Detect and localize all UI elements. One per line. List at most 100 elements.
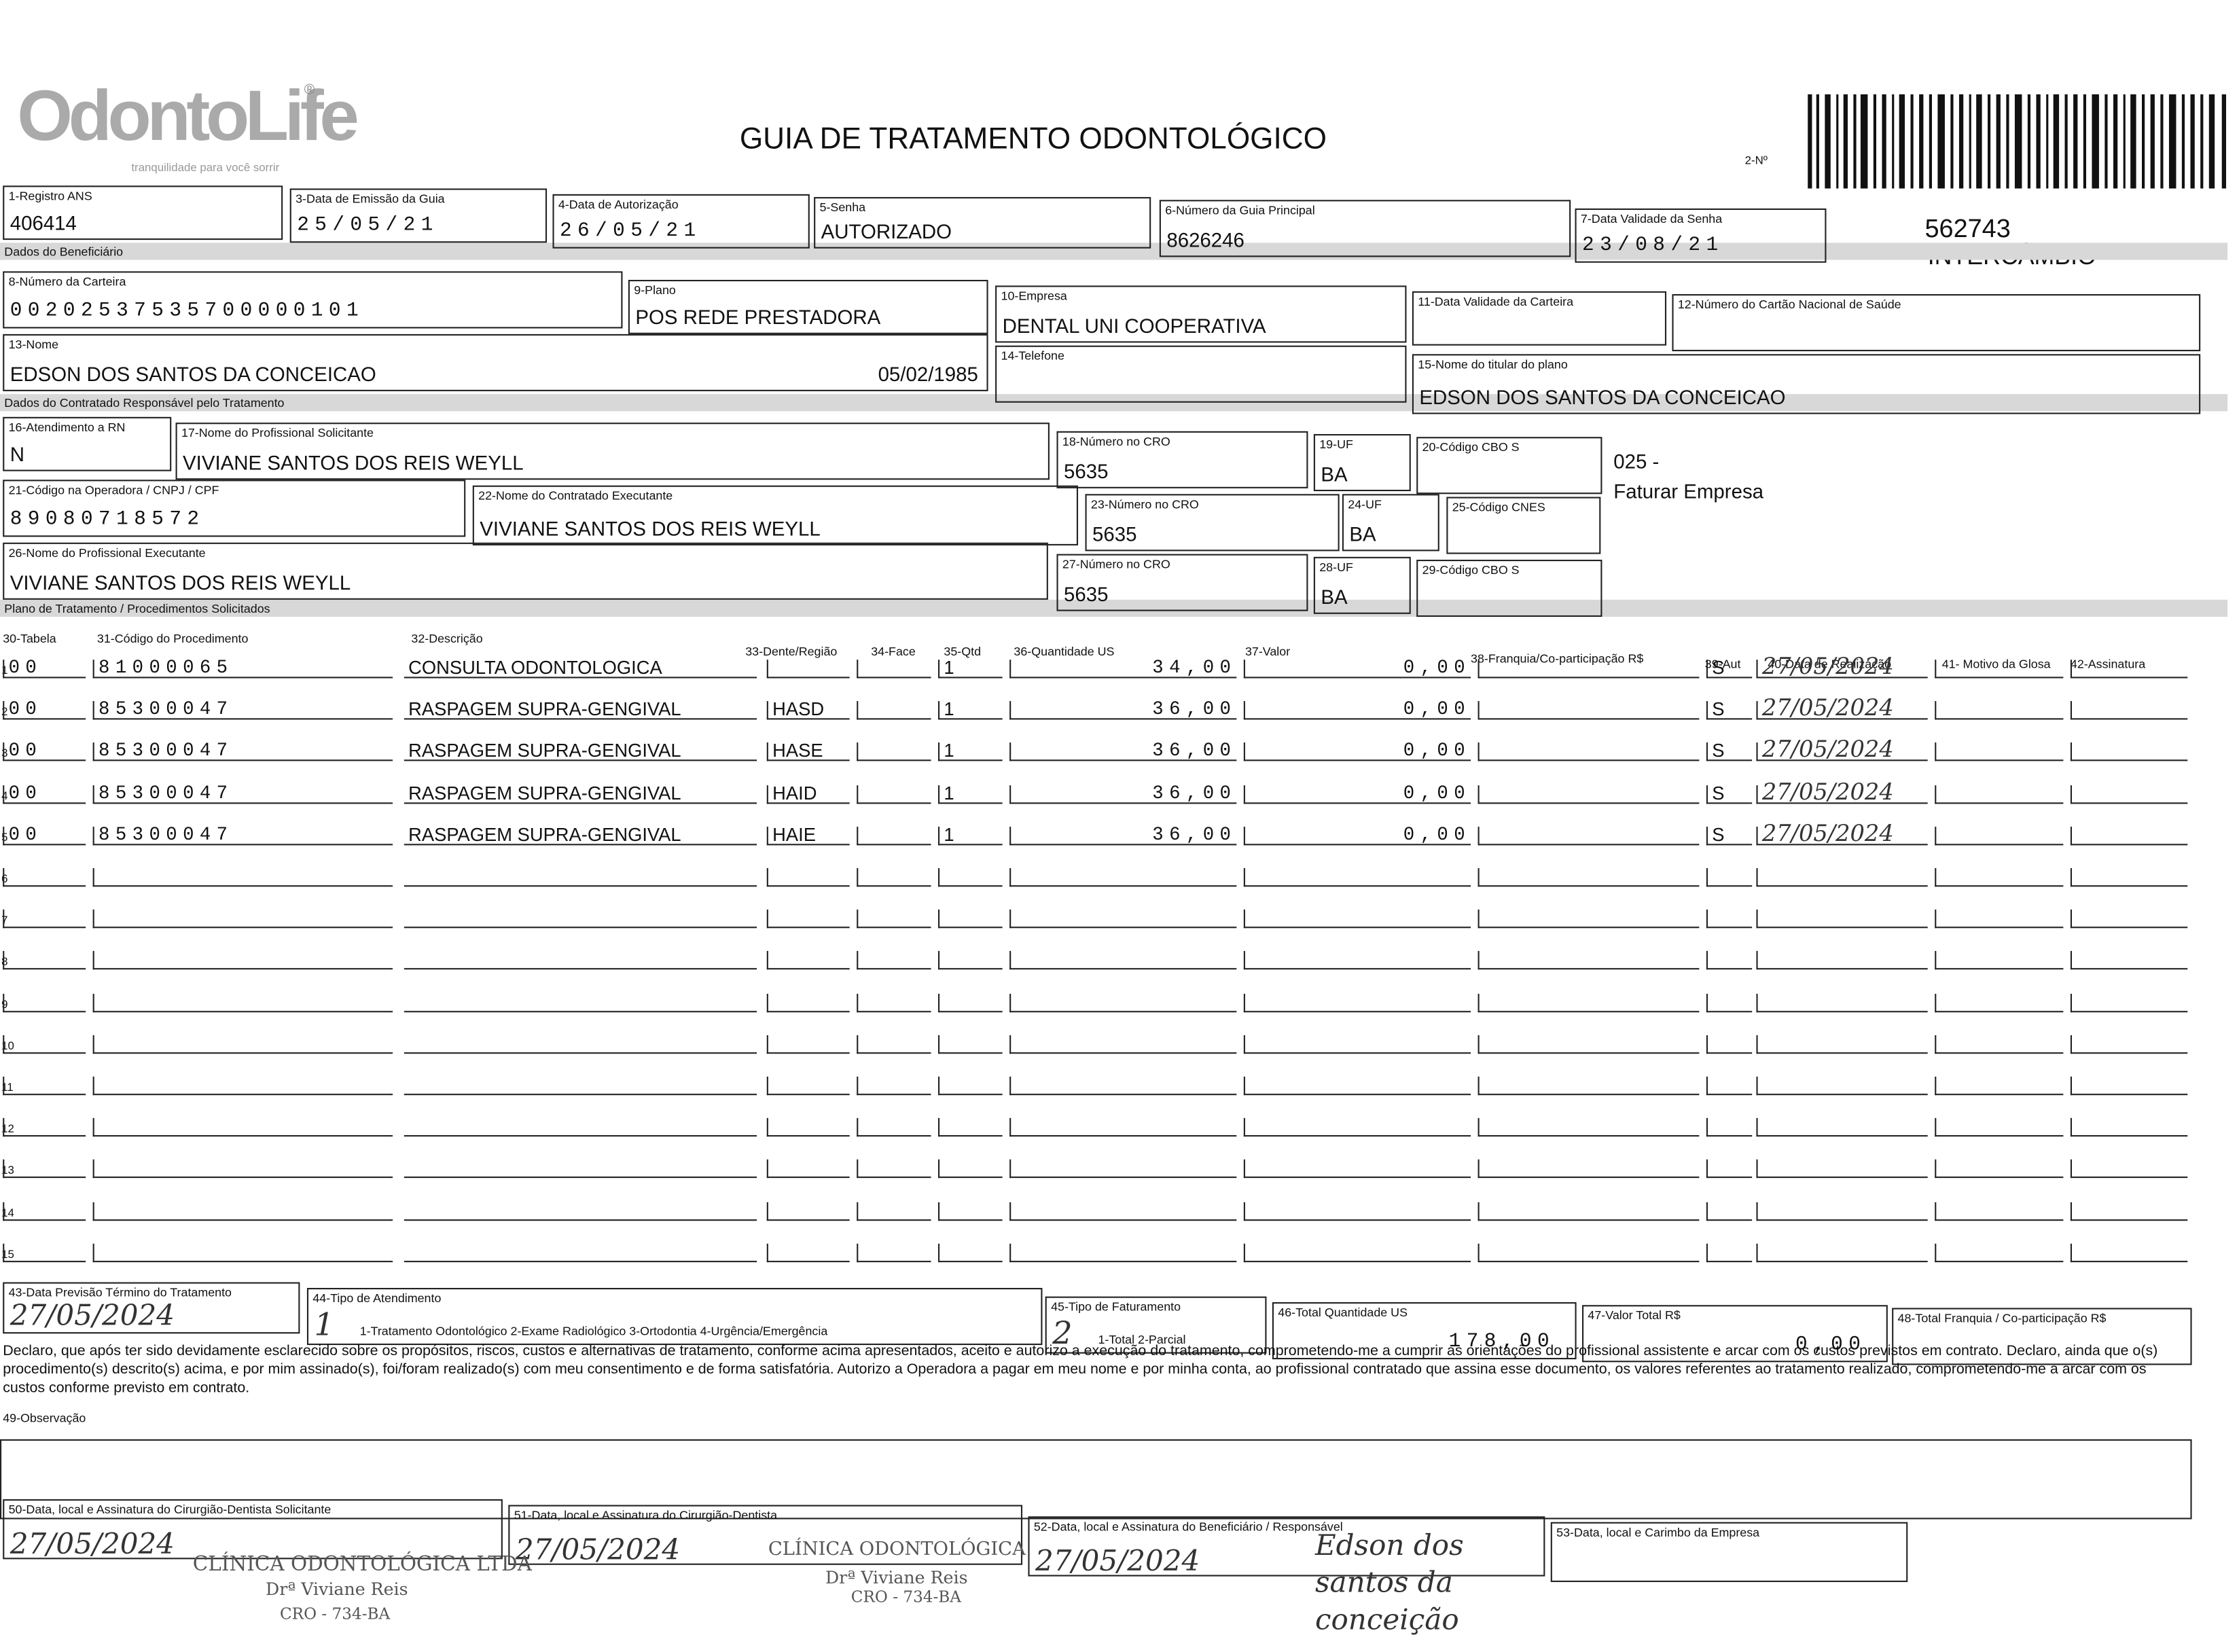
table-cell bbox=[3, 1076, 86, 1096]
table-cell bbox=[1243, 1202, 1471, 1221]
field-label: 8-Número da Carteira bbox=[8, 274, 126, 289]
table-cell bbox=[857, 951, 931, 971]
table-cell bbox=[766, 1160, 850, 1179]
table-cell bbox=[1009, 868, 1237, 887]
table-cell bbox=[3, 1243, 86, 1262]
field-extra: 05/02/1985 bbox=[878, 362, 978, 386]
row-number: 3 bbox=[1, 747, 8, 761]
table-cell bbox=[92, 1076, 393, 1096]
table-cell bbox=[404, 868, 757, 887]
logo-mark: ® bbox=[304, 82, 315, 99]
field-box: 14-Telefone bbox=[995, 345, 1407, 403]
table-cell bbox=[1009, 951, 1237, 971]
field-box: 29-Código CBO S bbox=[1416, 559, 1602, 617]
table-cell bbox=[857, 868, 931, 887]
table-cell bbox=[857, 1160, 931, 1179]
table-cell bbox=[1706, 1076, 1753, 1096]
table-cell bbox=[857, 785, 931, 804]
table-cell: 1 bbox=[938, 658, 1003, 679]
field-label: 14-Telefone bbox=[1001, 348, 1064, 363]
footer-box: 48-Total Franquia / Co-participação R$ bbox=[1892, 1308, 2192, 1365]
signature-box: 52-Data, local e Assinatura do Beneficiá… bbox=[1028, 1516, 1545, 1636]
footer-box: 43-Data Previsão Término do Tratamento 27… bbox=[3, 1282, 300, 1334]
table-cell: 27/05/2024 bbox=[1756, 738, 1928, 762]
table-cell: 00 bbox=[3, 658, 86, 679]
field-box: 16-Atendimento a RN N bbox=[3, 416, 172, 471]
table-cell: 36,00 bbox=[1009, 742, 1237, 762]
field-value: BA bbox=[1321, 585, 1348, 609]
table-cell: 85300047 bbox=[92, 825, 393, 845]
table-cell bbox=[3, 1160, 86, 1179]
table-cell bbox=[1756, 951, 1928, 971]
field-label: 19-UF bbox=[1319, 437, 1353, 452]
field-label: 28-UF bbox=[1319, 559, 1353, 575]
table-cell: 00 bbox=[3, 700, 86, 720]
signature-box: 50-Data, local e Assinatura do Cirurgião… bbox=[3, 1499, 503, 1560]
table-cell bbox=[1477, 742, 1700, 762]
table-cell bbox=[1706, 1243, 1753, 1262]
section-header: Plano de Tratamento / Procedimentos Soli… bbox=[0, 599, 2228, 617]
section-header: Dados do Contratado Responsável pelo Tra… bbox=[0, 394, 2228, 412]
field-box: 8-Número da Carteira 00202537535700000101 bbox=[3, 271, 623, 329]
field-box: 3-Data de Emissão da Guia 25/05/21 bbox=[289, 188, 548, 243]
table-cell bbox=[766, 1076, 850, 1096]
field-box: 15-Nome do titular do plano EDSON DOS SAN… bbox=[1412, 354, 2201, 414]
field-label: 15-Nome do titular do plano bbox=[1418, 357, 1568, 372]
table-cell bbox=[404, 1035, 757, 1054]
row-number: 15 bbox=[1, 1247, 14, 1261]
field-box: 24-UF BA bbox=[1342, 494, 1439, 552]
field-label: 24-UF bbox=[1348, 497, 1382, 511]
field-value: 2 bbox=[1052, 1316, 1073, 1352]
field-box: 1-Registro ANS 406414 bbox=[3, 185, 283, 240]
table-cell bbox=[938, 1243, 1003, 1262]
table-header: 37-Valor bbox=[1244, 644, 1291, 659]
table-cell bbox=[1935, 951, 2064, 971]
field-label: 12-Número do Cartão Nacional de Saúde bbox=[1677, 297, 1901, 312]
table-cell bbox=[92, 1035, 393, 1054]
field-label: 10-Empresa bbox=[1001, 288, 1067, 303]
footer-box: 47-Valor Total R$ 0,00 bbox=[1582, 1305, 1888, 1363]
table-cell bbox=[1243, 1076, 1471, 1096]
table-cell: RASPAGEM SUPRA-GENGIVAL bbox=[404, 700, 757, 720]
table-header: 39-Aut bbox=[1704, 656, 1741, 671]
field-value: 406414 bbox=[10, 211, 77, 234]
table-cell bbox=[1477, 1076, 1700, 1096]
field-label: 29-Código CBO S bbox=[1422, 562, 1520, 577]
table-cell bbox=[1756, 1118, 1928, 1137]
table-header: 32-Descrição bbox=[411, 631, 483, 646]
table-cell bbox=[1756, 910, 1928, 929]
field-extra: Edson dos santos da conceição bbox=[1314, 1528, 1464, 1636]
table-cell bbox=[1756, 993, 1928, 1012]
field-box: 27-Número no CRO 5635 bbox=[1056, 554, 1308, 611]
table-cell bbox=[404, 1077, 757, 1096]
table-cell bbox=[1243, 868, 1471, 887]
field-label: 43-Data Previsão Término do Tratamento bbox=[8, 1285, 232, 1299]
field-value: VIVIANE SANTOS DOS REIS WEYLL bbox=[183, 451, 524, 474]
field-label: 18-Número no CRO bbox=[1062, 434, 1170, 449]
field-label: 46-Total Quantidade US bbox=[1278, 1305, 1408, 1320]
table-cell bbox=[404, 910, 757, 929]
field-label: 17-Nome do Profissional Solicitante bbox=[181, 425, 374, 440]
barcode-bars bbox=[1808, 94, 2227, 189]
table-cell bbox=[3, 1118, 86, 1137]
table-cell bbox=[2070, 660, 2188, 679]
table-cell bbox=[1706, 993, 1753, 1012]
table-header: 33-Dente/Região bbox=[745, 644, 838, 659]
field-label: 27-Número no CRO bbox=[1062, 556, 1170, 571]
table-cell bbox=[2070, 910, 2188, 929]
table-cell bbox=[404, 1243, 757, 1262]
table-cell bbox=[938, 951, 1003, 971]
table-cell bbox=[1756, 1202, 1928, 1221]
table-cell: 81000065 bbox=[92, 658, 393, 679]
field-value: EDSON DOS SANTOS DA CONCEICAO bbox=[1419, 385, 1786, 409]
field-value: 5635 bbox=[1092, 522, 1137, 545]
table-cell bbox=[1009, 993, 1237, 1012]
table-header: 38-Franquia/Co-participação R$ bbox=[1471, 651, 1644, 666]
row-number: 2 bbox=[1, 705, 8, 719]
table-cell bbox=[1706, 1035, 1753, 1054]
field-label: 20-Código CBO S bbox=[1422, 439, 1520, 454]
table-cell bbox=[1706, 1160, 1753, 1179]
section-header: Dados do Beneficiário bbox=[0, 243, 2228, 260]
table-cell bbox=[766, 1202, 850, 1221]
table-cell bbox=[857, 1118, 931, 1137]
